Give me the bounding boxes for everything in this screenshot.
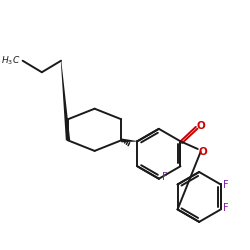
Text: F: F [162, 172, 167, 182]
Text: F: F [223, 180, 228, 190]
Polygon shape [61, 61, 70, 140]
Text: F: F [223, 204, 228, 214]
Text: O: O [197, 121, 205, 131]
Text: $H_3C$: $H_3C$ [2, 54, 21, 67]
Text: O: O [199, 147, 207, 157]
Polygon shape [121, 138, 137, 142]
